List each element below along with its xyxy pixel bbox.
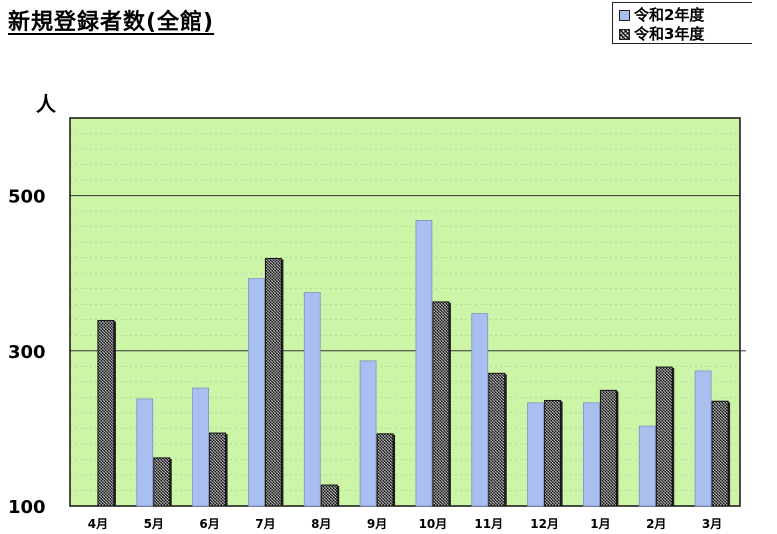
bar-r3	[209, 432, 227, 507]
x-tick-label: 1月	[590, 517, 610, 531]
legend-label-r3: 令和3年度	[634, 25, 705, 43]
bar-r3	[711, 400, 729, 507]
legend-item-r3: 令和3年度	[619, 25, 752, 44]
bar-r2	[583, 402, 600, 507]
bar-r3	[599, 389, 617, 507]
bar-r2	[303, 292, 321, 507]
bar-r3	[544, 399, 562, 507]
chart-title: 新規登録者数(全館)	[8, 10, 215, 35]
x-tick-label: 2月	[646, 517, 666, 531]
bar-r3	[153, 457, 171, 507]
x-tick-label: 5月	[144, 517, 164, 531]
legend-swatch-r3	[619, 29, 630, 40]
bar-r3	[376, 433, 394, 507]
bar-r3	[655, 366, 673, 507]
bar-r2	[192, 387, 209, 507]
plot-border	[69, 117, 741, 507]
x-tick-label: 10月	[419, 517, 448, 531]
y-tick-label: 300	[8, 342, 46, 363]
bar-r3	[488, 372, 506, 507]
x-tick-label: 8月	[311, 517, 331, 531]
legend: 令和2年度 令和3年度	[612, 2, 752, 44]
plot-area	[70, 118, 740, 506]
bar-r2	[136, 398, 154, 507]
x-tick-label: 7月	[255, 517, 275, 531]
x-tick-label: 9月	[367, 517, 387, 531]
bar-r2	[359, 360, 377, 507]
bar-r2	[527, 402, 544, 507]
bar-r2	[415, 220, 433, 507]
y-tick-label: 100	[8, 497, 46, 518]
bar-r3	[97, 320, 115, 507]
y-tick-label: 500	[8, 187, 46, 208]
bar-r3	[264, 257, 282, 507]
x-tick-label: 11月	[474, 517, 503, 531]
x-tick-label: 6月	[199, 517, 219, 531]
bar-r3	[320, 484, 338, 507]
bar-r3	[432, 301, 450, 507]
x-tick-label: 12月	[530, 517, 559, 531]
legend-item-r2: 令和2年度	[619, 6, 752, 25]
bar-r2	[471, 313, 489, 507]
x-tick-label: 4月	[88, 517, 108, 531]
legend-swatch-r2	[619, 10, 630, 21]
bar-r2	[694, 370, 712, 507]
bar-r2	[248, 278, 265, 507]
y-axis-unit-label: 人	[36, 92, 56, 116]
x-tick-label: 3月	[702, 517, 722, 531]
legend-label-r2: 令和2年度	[634, 6, 705, 24]
bar-r2	[638, 425, 656, 507]
